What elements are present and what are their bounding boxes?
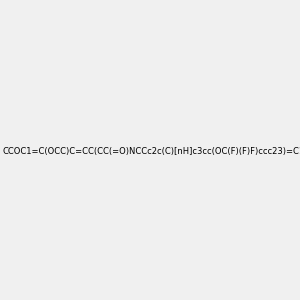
Text: CCOC1=C(OCC)C=CC(CC(=O)NCCc2c(C)[nH]c3cc(OC(F)(F)F)ccc23)=C1: CCOC1=C(OCC)C=CC(CC(=O)NCCc2c(C)[nH]c3cc… [3,147,300,156]
